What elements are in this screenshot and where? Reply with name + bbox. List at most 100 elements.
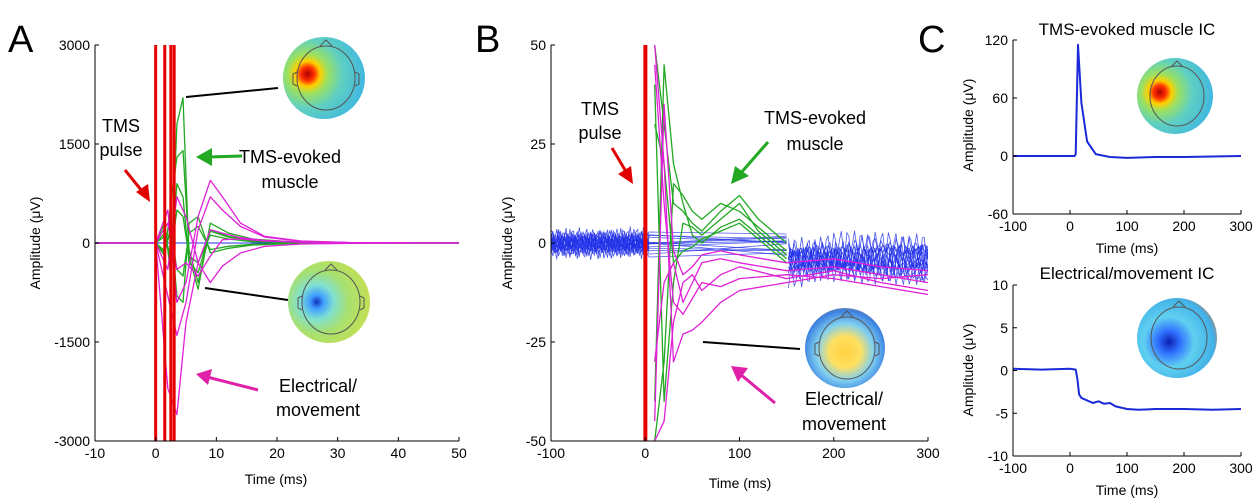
x-tick-label: 300 <box>916 445 940 461</box>
panel-a-xlabel: Time (ms) <box>245 471 307 487</box>
x-tick-label: 100 <box>1115 218 1139 234</box>
x-tick-label: 100 <box>1115 460 1139 476</box>
x-tick-label: 50 <box>451 445 467 461</box>
panel-b: B -100 0 100 200 300 -50 -25 0 25 50 Time (ms) Am… <box>475 19 940 491</box>
panel-a-topomap-electrical <box>288 261 370 343</box>
panel-a-tms-pulse-bar <box>172 45 176 441</box>
y-tick-label: 3000 <box>59 37 90 53</box>
y-tick-label: -60 <box>988 206 1008 222</box>
series-line-electrical-9 <box>654 103 928 422</box>
panel-a-tms-label-line1: TMS <box>102 116 140 136</box>
panel-c-top-topomap <box>1137 58 1213 134</box>
panel-c-top-xlabel: Time (ms) <box>1096 240 1158 256</box>
panel-a: A -10 0 10 20 30 40 50 -3000 -1500 0 1500 3000 Time… <box>8 19 467 487</box>
panel-a-tms-pulse-bar <box>169 45 173 441</box>
x-tick-label: 300 <box>1229 460 1253 476</box>
series-line-muscle-0 <box>95 97 459 290</box>
y-tick-label: -5 <box>996 405 1009 421</box>
x-tick-label: -100 <box>999 460 1027 476</box>
panel-c-bottom-plot-area <box>1013 367 1241 411</box>
y-tick-label: -25 <box>526 334 546 350</box>
y-tick-label: 50 <box>530 37 546 53</box>
x-tick-label: -10 <box>85 445 105 461</box>
panel-b-electrical-label-line1: Electrical/ <box>805 389 883 409</box>
panel-b-electrical-arrow <box>739 372 776 405</box>
panel-a-tms-pulse-bar <box>154 45 158 441</box>
panel-c-bottom-topomap <box>1137 298 1217 378</box>
series-line-muscle-3 <box>654 64 788 402</box>
panel-a-electrical-label-line2: movement <box>276 400 360 420</box>
panel-b-xlabel: Time (ms) <box>709 475 771 491</box>
panel-c-top-ylabel: Amplitude (μV) <box>960 79 976 172</box>
panel-b-muscle-arrow <box>738 141 770 175</box>
panel-a-muscle-arrowhead <box>196 148 212 166</box>
x-tick-label: 200 <box>1172 218 1196 234</box>
panel-c-top-title: TMS-evoked muscle IC <box>1039 20 1216 39</box>
series-line-electrical-6 <box>95 229 459 416</box>
y-tick-label: 0 <box>1000 363 1008 379</box>
panel-a-muscle-label-line1: TMS-evoked <box>239 147 341 167</box>
x-tick-label: 40 <box>391 445 407 461</box>
panel-b-tms-arrowhead <box>618 166 633 184</box>
panel-b-plot-area <box>551 45 928 441</box>
panel-c-letter: C <box>918 19 945 61</box>
panel-c: C TMS-evoked muscle IC -100 0 100 200 300-60… <box>918 19 1253 498</box>
x-tick-label: 0 <box>641 445 649 461</box>
panel-b-annotations: TMS pulse TMS-evoked muscle Electrical/ … <box>578 99 886 434</box>
x-tick-label: 300 <box>1229 218 1253 234</box>
panel-b-axes: -100 0 100 200 300 -50 -25 0 25 50 <box>526 37 940 461</box>
x-tick-label: -100 <box>999 218 1027 234</box>
series-line-electrical-9 <box>95 222 459 277</box>
series-line-electrical-10 <box>95 196 459 284</box>
panel-a-electrical-label-line1: Electrical/ <box>279 376 357 396</box>
panel-a-topo-leader-bottom <box>204 287 289 301</box>
x-tick-label: 0 <box>1066 460 1074 476</box>
panel-a-annotations: TMS pulse TMS-evoked muscle Electrical/ … <box>99 87 360 420</box>
series-line-electrical-8 <box>95 196 459 337</box>
panel-a-topomap-muscle <box>283 37 365 119</box>
panel-a-electrical-arrowhead <box>196 369 212 385</box>
panel-c-bottom-title: Electrical/movement IC <box>1040 264 1215 283</box>
y-tick-label: 120 <box>985 32 1009 48</box>
panel-a-plot-area <box>95 45 459 441</box>
panel-b-muscle-arrowhead <box>731 166 749 184</box>
panel-a-tms-label-line2: pulse <box>99 140 142 160</box>
x-tick-label: 10 <box>209 445 225 461</box>
y-tick-label: 1500 <box>59 136 90 152</box>
panel-a-tms-pulse-bar <box>163 45 167 441</box>
panel-a-tms-arrowhead <box>136 184 150 202</box>
series-line-muscle-1 <box>654 182 788 441</box>
y-tick-label: -3000 <box>54 433 90 449</box>
panel-b-electrical-arrowhead <box>731 366 748 382</box>
panel-b-letter: B <box>475 19 500 61</box>
y-tick-label: -1500 <box>54 334 90 350</box>
y-tick-label: -50 <box>526 433 546 449</box>
y-tick-label: 25 <box>530 136 546 152</box>
panel-c-top-axes: -100 0 100 200 300 -60 0 60 120 <box>985 32 1253 234</box>
panel-a-axes: -10 0 10 20 30 40 50 -3000 -1500 0 1500 3000 <box>54 37 467 461</box>
panel-c-top-plot-area <box>1013 43 1241 159</box>
panel-b-topomap-electrical <box>805 308 885 388</box>
series-line-electrical-7 <box>654 258 928 362</box>
panel-a-muscle-label-line2: muscle <box>261 172 318 192</box>
x-tick-label: 0 <box>1066 218 1074 234</box>
series-line-ic-0 <box>1013 43 1241 159</box>
panel-b-baseline-trace <box>551 226 928 265</box>
y-tick-label: 5 <box>1000 320 1008 336</box>
y-tick-label: 60 <box>992 90 1008 106</box>
series-line-electrical-8 <box>654 64 928 315</box>
x-tick-label: 200 <box>822 445 846 461</box>
panel-b-muscle-label-line1: TMS-evoked <box>764 108 866 128</box>
series-line-muscle-1 <box>95 149 459 284</box>
panel-b-tms-pulse-bar <box>643 45 648 441</box>
x-tick-label: 100 <box>728 445 752 461</box>
panel-b-ylabel: Amplitude (μV) <box>499 197 515 290</box>
y-tick-label: -10 <box>988 448 1008 464</box>
series-line-electrical-6 <box>654 45 928 363</box>
panel-c-bottom-axes: -100 0 100 200 300 -10 -5 0 5 10 <box>988 277 1253 476</box>
panel-a-topo-leader-top <box>185 87 279 98</box>
x-tick-label: 20 <box>269 445 285 461</box>
panel-a-ylabel: Amplitude (μV) <box>27 197 43 290</box>
series-line-muscle-2 <box>95 182 459 274</box>
